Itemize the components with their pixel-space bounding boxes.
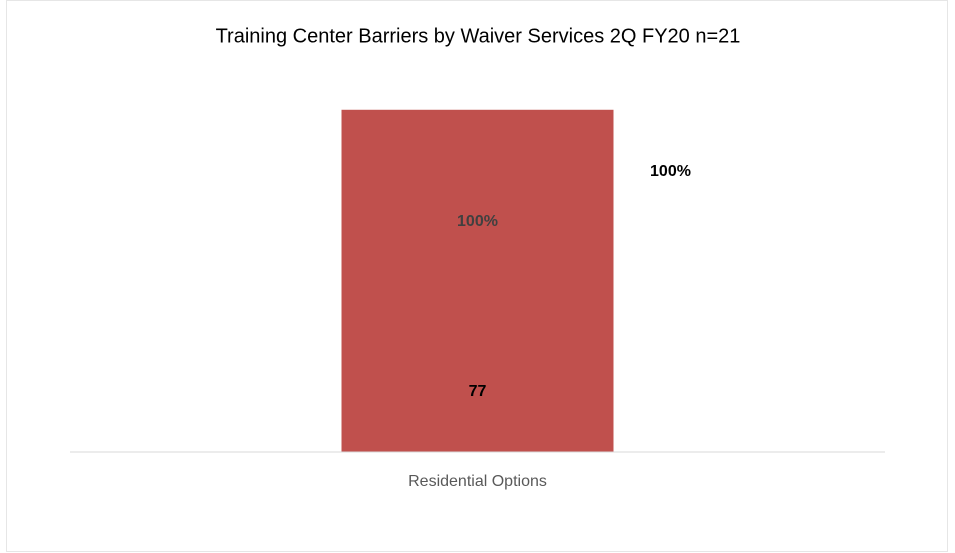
chart-title: Training Center Barriers by Waiver Servi… [216,25,741,47]
value-label: 77 [469,383,487,400]
share-label-outer: 100% [650,163,691,180]
share-label-inner: 100% [457,213,498,230]
x-tick-label: Residential Options [408,473,547,490]
bar [341,109,614,453]
